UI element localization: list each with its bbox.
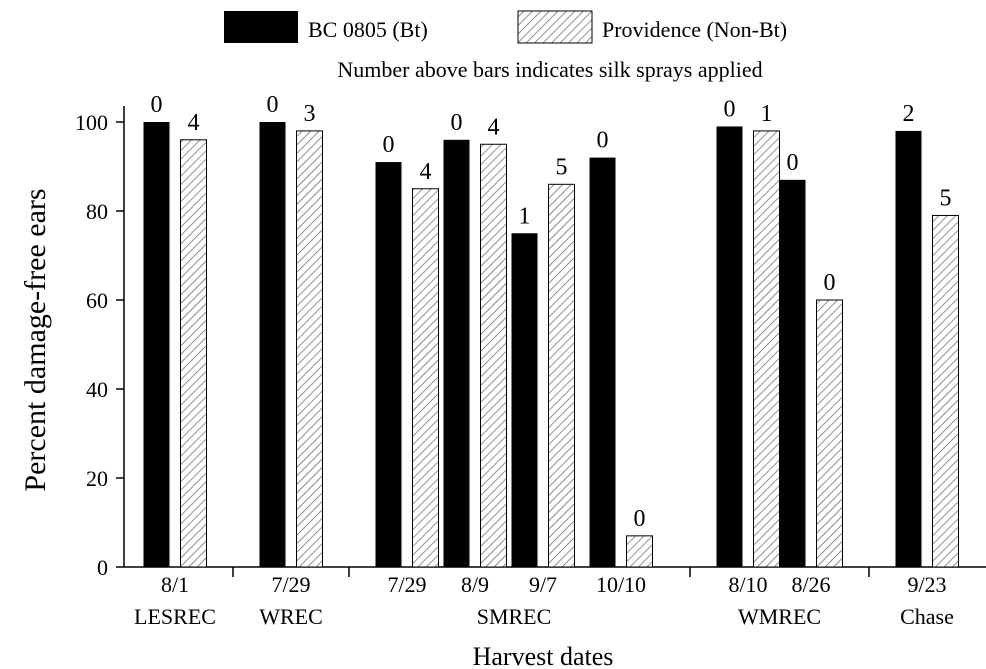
spray-count-label: 0 [787, 150, 799, 176]
spray-count-label: 0 [267, 92, 279, 118]
bar-non-bt [548, 183, 575, 568]
y-tick-label: 80 [86, 199, 108, 224]
x-date-label: 7/29 [387, 572, 426, 597]
x-group-label: SMREC [477, 604, 552, 629]
y-tick-label: 20 [86, 466, 108, 491]
x-group-label: LESREC [134, 604, 216, 629]
bar-non-bt [626, 535, 653, 568]
y-tick-label: 40 [86, 377, 108, 402]
x-date-label: 9/23 [907, 572, 946, 597]
bar-non-bt [816, 299, 843, 568]
bar-bt [716, 126, 743, 567]
bar-bt [143, 122, 170, 567]
bar-bt [511, 233, 538, 567]
spray-count-label: 0 [597, 128, 609, 154]
x-date-label: 8/26 [791, 572, 830, 597]
bar-non-bt [480, 143, 507, 568]
y-tick-label: 60 [86, 288, 108, 313]
legend-label-non-bt: Providence (Non-Bt) [602, 17, 787, 42]
x-date-label: 8/9 [461, 572, 489, 597]
spray-count-label: 0 [824, 270, 836, 296]
chart-subtitle: Number above bars indicates silk sprays … [337, 57, 762, 82]
x-date-label: 10/10 [596, 572, 646, 597]
x-date-label: 9/7 [529, 572, 557, 597]
spray-count-label: 1 [761, 101, 773, 127]
x-group-label: WMREC [738, 604, 821, 629]
bar-bt [443, 139, 470, 568]
spray-count-label: 2 [903, 101, 915, 127]
bar-bt [895, 130, 922, 567]
spray-count-label: 4 [188, 110, 200, 136]
bar-non-bt [932, 214, 959, 568]
bar-non-bt [412, 188, 439, 568]
legend-label-bt: BC 0805 (Bt) [308, 17, 428, 42]
y-axis-title: Percent damage-free ears [19, 188, 52, 491]
legend: BC 0805 (Bt) Providence (Non-Bt) [224, 10, 787, 44]
spray-count-label: 0 [383, 132, 395, 158]
bar-bt [779, 179, 806, 567]
spray-count-label: 1 [519, 203, 531, 229]
bar-non-bt [296, 130, 323, 568]
x-group-label: Chase [900, 604, 954, 629]
spray-count-label: 3 [304, 101, 316, 127]
x-axis-title: Harvest dates [473, 642, 614, 669]
y-tick-label: 100 [75, 110, 108, 135]
legend-swatch-bt [224, 11, 298, 43]
spray-count-label: 0 [151, 92, 163, 118]
x-date-label: 8/10 [728, 572, 767, 597]
x-date-label: 8/1 [161, 572, 189, 597]
spray-count-label: 0 [724, 96, 736, 122]
bar-bt [375, 162, 402, 568]
spray-count-label: 4 [488, 114, 500, 140]
legend-swatch-non-bt [517, 10, 593, 44]
bar-non-bt [180, 139, 207, 568]
spray-count-label: 0 [634, 506, 646, 532]
bar-bt [259, 122, 286, 567]
bar-non-bt [753, 130, 780, 568]
bar-bt [589, 157, 616, 567]
x-date-label: 7/29 [271, 572, 310, 597]
spray-count-label: 5 [556, 154, 568, 180]
y-tick-label: 0 [97, 555, 108, 580]
spray-count-label: 4 [420, 159, 432, 185]
x-group-label: WREC [259, 604, 323, 629]
spray-count-label: 0 [451, 110, 463, 136]
spray-count-label: 5 [940, 185, 952, 211]
